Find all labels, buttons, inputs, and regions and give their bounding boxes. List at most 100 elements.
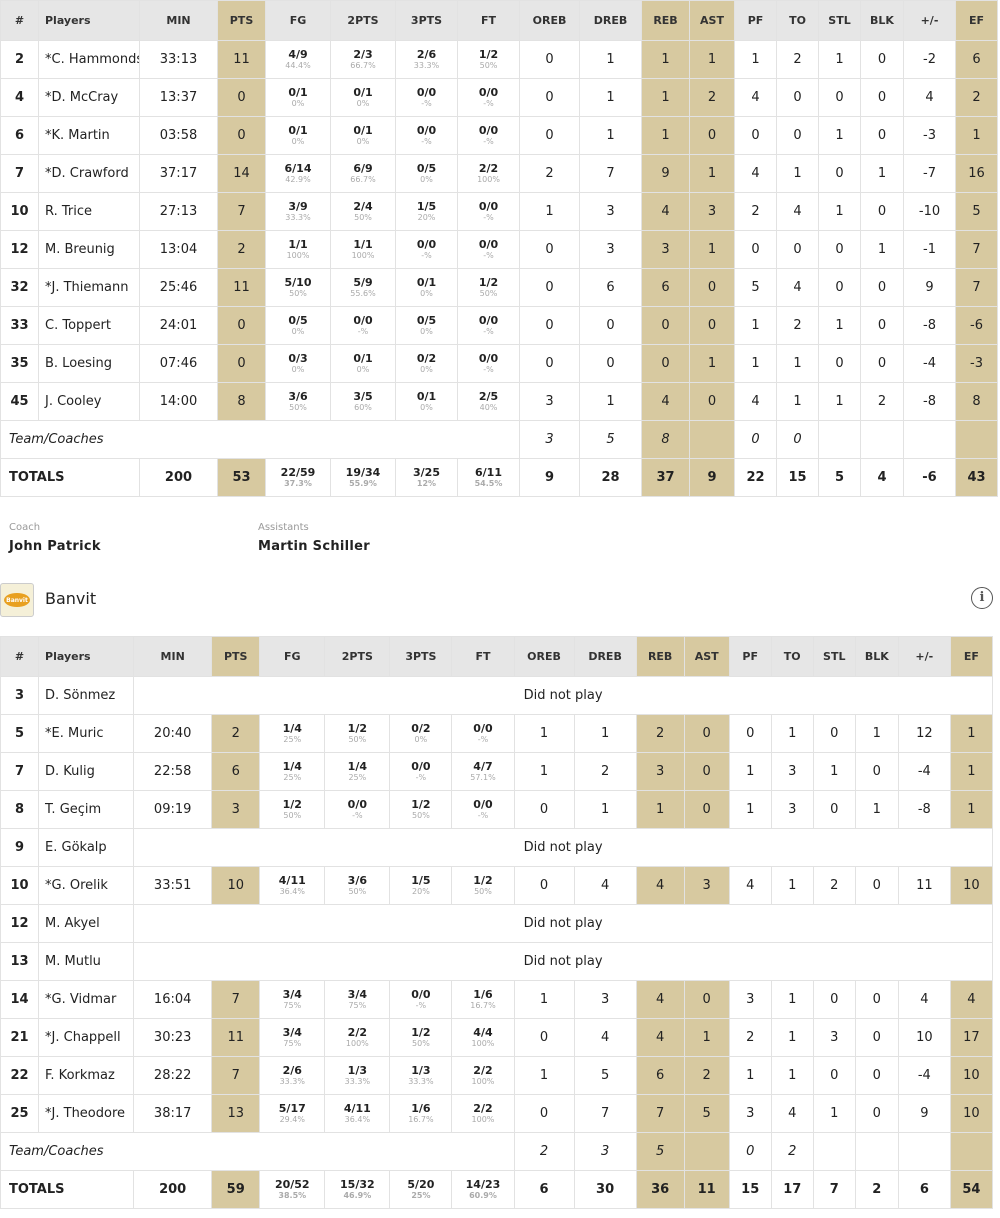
player-name[interactable]: E. Gökalp [38, 828, 135, 867]
col-header-ft[interactable]: FT [451, 636, 515, 677]
player-name[interactable]: *C. Hammonds [38, 40, 140, 79]
team-stat-reb: 5 [635, 1132, 685, 1171]
col-header-oreb[interactable]: OREB [513, 636, 575, 677]
col-header-pts[interactable]: PTS [217, 0, 266, 41]
stat-3pts: 1/3 33.3% [389, 1056, 453, 1095]
stat-plusminus: -8 [903, 382, 956, 421]
stat-ef: -3 [955, 344, 998, 383]
stat-3pts: 0/5 0% [395, 306, 458, 345]
stat-plusminus: 4 [903, 78, 956, 117]
stat-stl: 2 [812, 866, 856, 905]
stat-2pts: 4/11 36.4% [324, 1094, 391, 1133]
col-header-ft[interactable]: FT [457, 0, 520, 41]
stat-ef: 8 [955, 382, 998, 421]
col-header-to[interactable]: TO [770, 636, 814, 677]
player-name[interactable]: *K. Martin [38, 116, 140, 155]
stat-pf: 1 [728, 790, 772, 829]
player-name[interactable]: F. Korkmaz [38, 1056, 135, 1095]
stat-stl: 0 [818, 268, 861, 307]
col-header-plusminus[interactable]: +/- [897, 636, 951, 677]
col-header-ast[interactable]: AST [683, 636, 730, 677]
player-name[interactable]: *G. Vidmar [38, 980, 135, 1019]
player-name[interactable]: M. Akyel [38, 904, 135, 943]
player-name[interactable]: J. Cooley [38, 382, 140, 421]
home.totals.p2-made-attempted: 19/34 [345, 465, 381, 479]
col-header-to[interactable]: TO [776, 0, 819, 41]
player-name[interactable]: R. Trice [38, 192, 140, 231]
col-header-player[interactable]: Players [38, 636, 135, 677]
player-name[interactable]: B. Loesing [38, 344, 140, 383]
home.players.4.p3-percentage: 20% [417, 212, 436, 222]
home.players.3.p3-made-attempted: 0/5 [416, 161, 437, 175]
stat-oreb: 0 [519, 78, 580, 117]
col-header-fg[interactable]: FG [259, 636, 326, 677]
col-header-no[interactable]: # [0, 636, 40, 677]
col-header-pf[interactable]: PF [728, 636, 772, 677]
col-header-2pts[interactable]: 2PTS [324, 636, 391, 677]
home.players.1.p3-percentage: -% [421, 98, 432, 108]
player-name[interactable]: *D. Crawford [38, 154, 140, 193]
stat-blk: 1 [854, 714, 899, 753]
player-row: 14 *G. Vidmar 16:04 7 3/4 75% 3/4 75% 0/0 -% 1/6 16… [0, 980, 994, 1019]
col-header-stl[interactable]: STL [818, 0, 861, 41]
player-name[interactable]: *E. Muric [38, 714, 135, 753]
col-header-ef[interactable]: EF [955, 0, 998, 41]
player-row: 5 *E. Muric 20:40 2 1/4 25% 1/2 50% 0/2 0% 0/0 -% 1 1… [0, 714, 994, 753]
col-header-player[interactable]: Players [38, 0, 140, 41]
stat-to: 1 [770, 1018, 814, 1057]
col-header-3pts[interactable]: 3PTS [389, 636, 453, 677]
player-name[interactable]: M. Breunig [38, 230, 140, 269]
col-header-plusminus[interactable]: +/- [903, 0, 956, 41]
player-name[interactable]: *J. Thiemann [38, 268, 140, 307]
player-name[interactable]: T. Geçim [38, 790, 135, 829]
home.totals.p2-percentage: 55.9% [349, 478, 377, 488]
away.players.3.fg-made-attempted: 1/2 [282, 797, 302, 811]
stat-pf: 1 [728, 752, 772, 791]
stat-ast: 2 [689, 78, 735, 117]
info-icon[interactable]: i [971, 587, 993, 609]
stat-min: 20:40 [133, 714, 213, 753]
col-header-oreb[interactable]: OREB [519, 0, 580, 41]
player-name[interactable]: D. Sönmez [38, 676, 135, 715]
away.players.11.p3-percentage: 16.7% [408, 1114, 434, 1124]
home.players.9.p2-made-attempted: 3/5 [353, 389, 373, 403]
home.players.8.ft-percentage: -% [483, 364, 494, 374]
col-header-blk[interactable]: BLK [854, 636, 899, 677]
col-header-min[interactable]: MIN [139, 0, 218, 41]
player-name[interactable]: *J. Chappell [38, 1018, 135, 1057]
player-name[interactable]: C. Toppert [38, 306, 140, 345]
col-header-ast[interactable]: AST [689, 0, 735, 41]
assistants-names: Martin Schiller [258, 539, 370, 554]
col-header-stl[interactable]: STL [812, 636, 856, 677]
stat-min: 30:23 [133, 1018, 213, 1057]
col-header-dreb[interactable]: DREB [573, 636, 637, 677]
stat-fg: 3/9 33.3% [265, 192, 331, 231]
player-name[interactable]: *J. Theodore [38, 1094, 135, 1133]
col-header-blk[interactable]: BLK [860, 0, 904, 41]
col-header-fg[interactable]: FG [265, 0, 331, 41]
col-header-reb[interactable]: REB [641, 0, 690, 41]
stat-ast: 0 [689, 268, 735, 307]
player-name[interactable]: *G. Orelik [38, 866, 135, 905]
col-header-no[interactable]: # [0, 0, 39, 41]
stat-blk: 0 [854, 752, 899, 791]
col-header-3pts[interactable]: 3PTS [395, 0, 458, 41]
player-name[interactable]: M. Mutlu [38, 942, 135, 981]
home.players.1.p2-percentage: 0% [356, 98, 370, 108]
col-header-reb[interactable]: REB [635, 636, 685, 677]
col-header-pf[interactable]: PF [734, 0, 777, 41]
away.players.2.fg-percentage: 25% [283, 772, 302, 782]
coach-label: Coach [9, 522, 41, 533]
col-header-min[interactable]: MIN [133, 636, 213, 677]
col-header-dreb[interactable]: DREB [579, 0, 642, 41]
away.players.3.p3-made-attempted: 1/2 [411, 797, 431, 811]
player-name[interactable]: D. Kulig [38, 752, 135, 791]
col-header-pts[interactable]: PTS [211, 636, 261, 677]
player-row: 3 D. Sönmez Did not play [0, 676, 993, 715]
player-name[interactable]: *D. McCray [38, 78, 140, 117]
col-header-ef[interactable]: EF [949, 636, 994, 677]
stat-to: 0 [776, 230, 819, 269]
team-coaches-row: Team/Coaches 2 3 5 0 2 [0, 1132, 994, 1171]
col-header-2pts[interactable]: 2PTS [330, 0, 396, 41]
home.players.2.fg-percentage: 0% [291, 136, 305, 146]
